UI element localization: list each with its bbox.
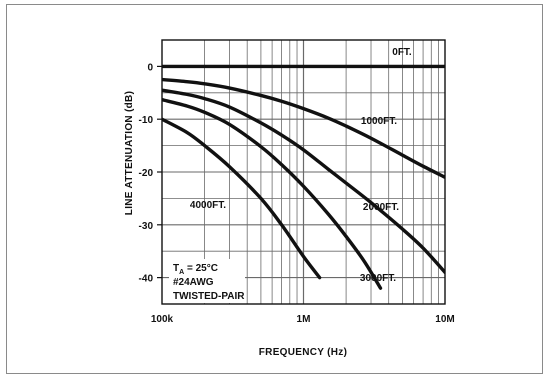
curve-label-3000ft: 3000FT. <box>360 273 396 284</box>
series-line-4000ft <box>162 117 322 280</box>
ta-subscript: A <box>179 269 184 276</box>
figure-frame: 0 -10 -20 -30 -40 100k 1M 10M LINE ATTENUATION … <box>6 4 543 374</box>
curves <box>162 64 445 290</box>
y-tick-label: -40 <box>139 274 154 285</box>
series-line-1000ft <box>162 77 445 179</box>
ta-prefix: T <box>173 263 179 274</box>
ta-value: = 25°C <box>184 263 218 274</box>
cable-gauge: #24AWG <box>173 277 214 288</box>
conditions-note: TA = 25°C #24AWG TWISTED-PAIR <box>169 259 245 303</box>
series-line-3000ft <box>162 97 383 290</box>
x-axis-title: FREQUENCY (Hz) <box>259 347 347 358</box>
cable-type: TWISTED-PAIR <box>173 291 245 302</box>
attenuation-chart: 0 -10 -20 -30 -40 100k 1M 10M LINE ATTENUATION … <box>124 39 455 358</box>
x-tick-label: 10M <box>435 314 454 325</box>
y-tick-label: -10 <box>139 115 154 126</box>
y-axis-title: LINE ATTENUATION (dB) <box>124 91 135 215</box>
y-tick-label: 0 <box>147 62 153 73</box>
svg-text:TA = 25°C: TA = 25°C <box>173 263 218 276</box>
curve-label-2000ft: 2000FT. <box>363 202 399 213</box>
series-line-2000ft <box>162 88 445 275</box>
x-tick-label: 1M <box>297 314 311 325</box>
curve-label-1000ft: 1000FT. <box>361 116 397 127</box>
axis-ticks: 0 -10 -20 -30 -40 100k 1M 10M <box>139 62 455 325</box>
x-tick-label: 100k <box>151 314 174 325</box>
curve-label-0ft: 0FT. <box>392 47 412 58</box>
curve-label-4000ft: 4000FT. <box>190 200 226 211</box>
y-tick-label: -20 <box>139 168 154 179</box>
y-tick-label: -30 <box>139 221 154 232</box>
